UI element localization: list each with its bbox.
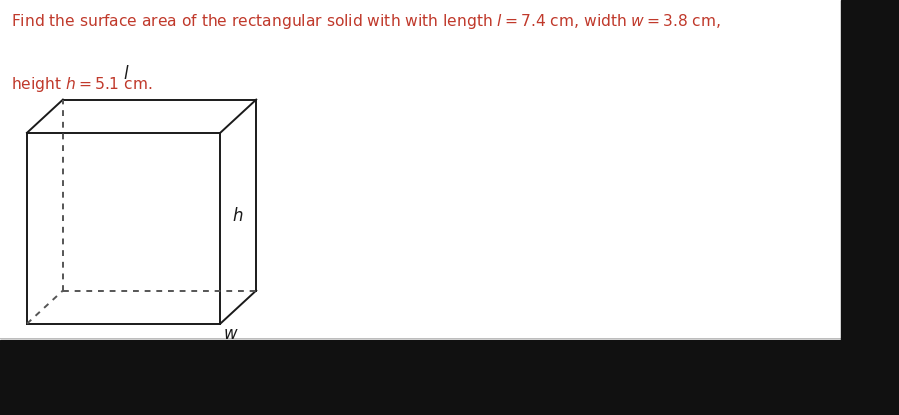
Text: $l$: $l$ <box>122 65 129 83</box>
FancyBboxPatch shape <box>570 354 718 388</box>
Text: $h$: $h$ <box>232 207 244 225</box>
Text: Surface area (to the nearest hundredth): Surface area (to the nearest hundredth) <box>11 364 322 379</box>
Text: $w$: $w$ <box>223 326 238 343</box>
Text: Find the surface area of the rectangular solid with with length $l = 7.4$ cm, wi: Find the surface area of the rectangular… <box>11 12 721 32</box>
Bar <box>841 0 899 340</box>
Text: height $h = 5.1$ cm.: height $h = 5.1$ cm. <box>11 75 153 94</box>
FancyBboxPatch shape <box>391 354 566 388</box>
Bar <box>0 340 899 415</box>
Text: Select an answer  ∨: Select an answer ∨ <box>580 364 704 378</box>
